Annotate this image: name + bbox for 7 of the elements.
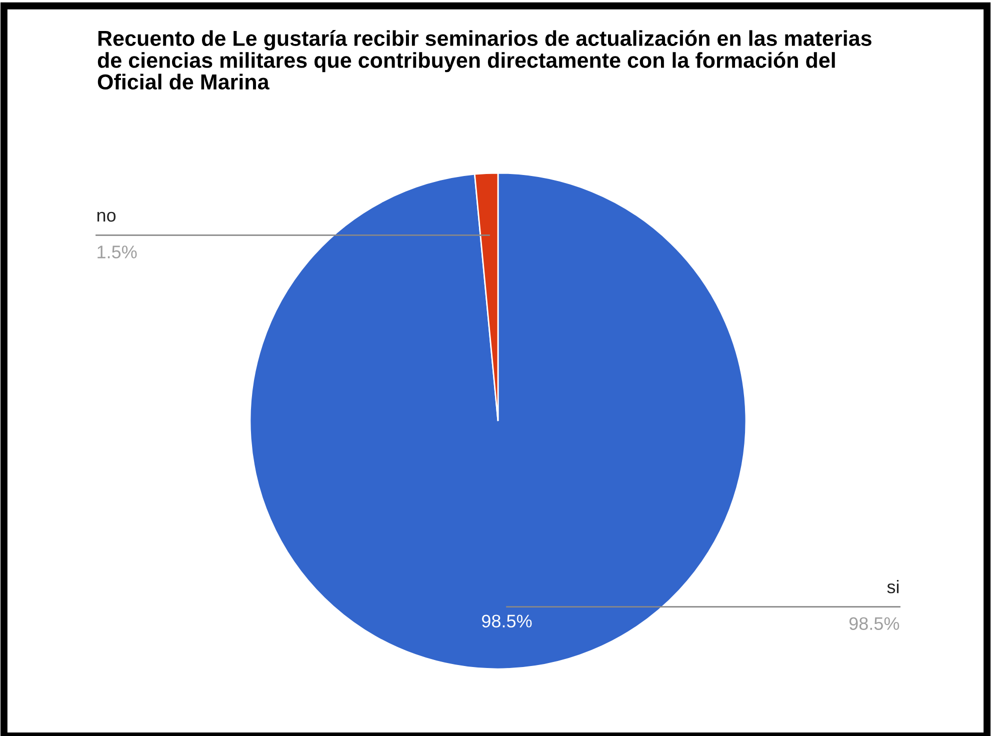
data-label: 98.5%	[849, 617, 900, 630]
pie-slice	[250, 173, 746, 669]
slice-label: si	[887, 580, 899, 594]
text: 98.5%	[482, 614, 532, 628]
chart-title: Recuento de Le gustaría recibir seminarios de actualización en las materias de ciencias militares que contribuyen directamente con la formación del Oficial de Marina	[98, 30, 872, 90]
slice-label: no	[97, 212, 116, 222]
data-label: 1.5%	[98, 246, 137, 258]
